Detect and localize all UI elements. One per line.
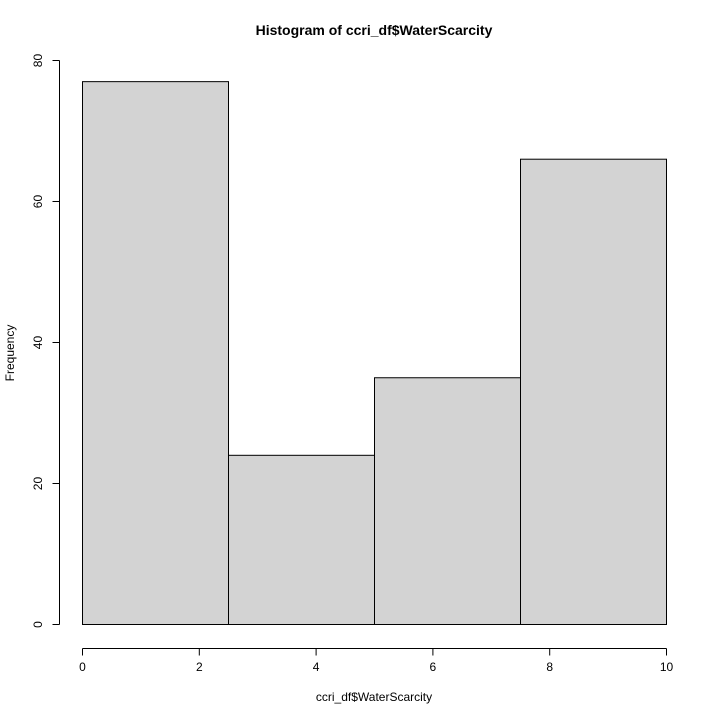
x-tick-label: 6	[430, 660, 437, 674]
y-tick-label: 20	[31, 477, 45, 491]
x-axis: 0 2 4 6 8 10	[79, 648, 674, 674]
y-axis-label: Frequency	[3, 325, 17, 382]
histogram-bar-1	[82, 81, 229, 625]
x-tick-label: 8	[546, 660, 553, 674]
y-tick-label: 60	[31, 195, 45, 209]
x-tick-label: 4	[313, 660, 320, 674]
chart-title: Histogram of ccri_df$WaterScarcity	[256, 22, 493, 38]
histogram-bar-2	[228, 454, 375, 625]
x-axis-label: ccri_df$WaterScarcity	[316, 690, 432, 704]
y-tick-label: 0	[31, 621, 45, 628]
histogram-bar-3	[374, 377, 521, 625]
x-tick-label: 10	[660, 660, 674, 674]
y-axis: 0 20 40 60 80	[31, 54, 60, 628]
x-tick-label: 0	[79, 660, 86, 674]
histogram-bar-4	[520, 158, 667, 625]
bars-group	[82, 81, 667, 625]
y-tick-label: 40	[31, 336, 45, 350]
x-tick-label: 2	[196, 660, 203, 674]
y-tick-label: 80	[31, 54, 45, 68]
